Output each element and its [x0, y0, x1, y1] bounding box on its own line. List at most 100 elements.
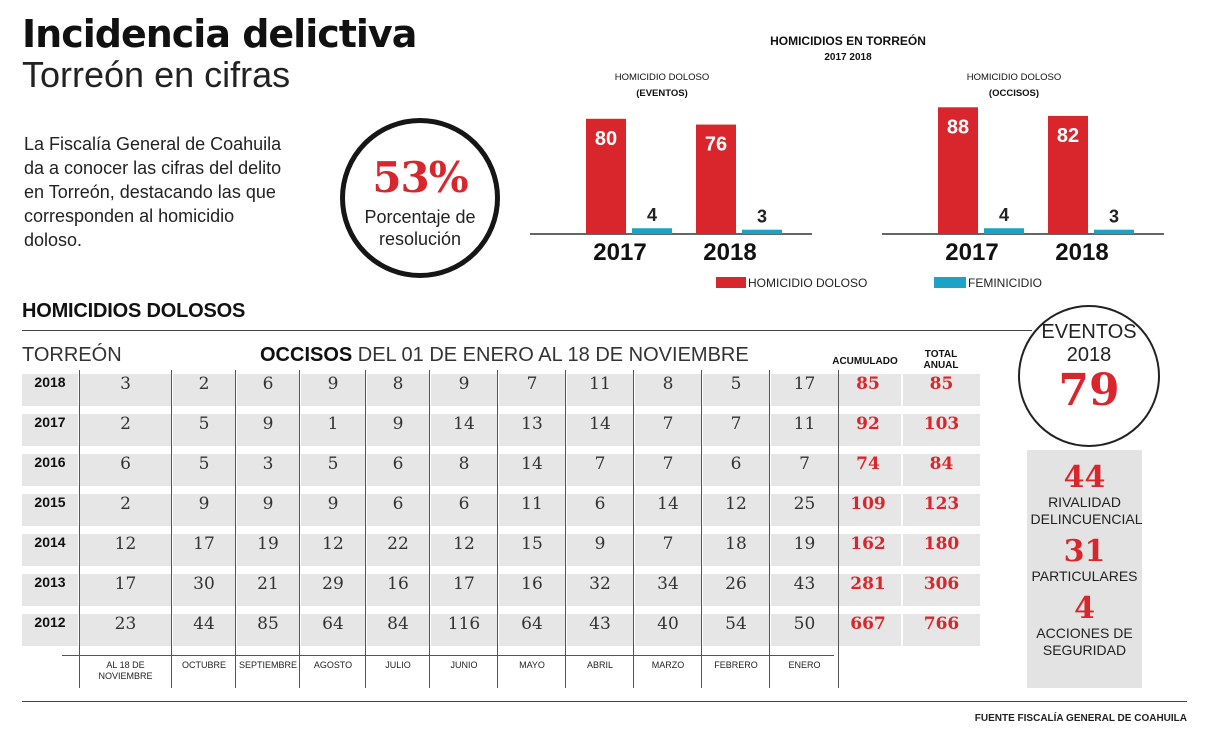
bar-feminicidio — [742, 229, 782, 234]
breakdown-value: 31 — [1063, 534, 1106, 569]
month-cell: 7 — [771, 454, 838, 486]
month-cell: 11 — [771, 414, 838, 446]
month-cell: 34 — [635, 574, 701, 606]
month-cell: 5 — [301, 454, 365, 486]
bar-value-label: 76 — [705, 134, 727, 156]
month-cell: 43 — [567, 614, 633, 646]
month-cell: 18 — [703, 534, 769, 566]
month-cell: 2 — [173, 374, 235, 406]
month-label: FEBRERO — [714, 660, 758, 670]
total-anual-cell: 84 — [903, 454, 980, 486]
month-label: ENERO — [788, 660, 821, 670]
row-year: 2017 — [22, 414, 78, 446]
month-cell: 3 — [80, 374, 171, 406]
month-cell: 6 — [431, 494, 497, 526]
month-cell: 14 — [635, 494, 701, 526]
month-cell: 43 — [771, 574, 838, 606]
month-cell: 14 — [431, 414, 497, 446]
table-title: HOMICIDIOS DOLOSOS — [22, 300, 246, 322]
chart-title: HOMICIDIOS EN TORREÓN — [770, 33, 926, 48]
month-cell: 5 — [173, 454, 235, 486]
month-cell: 13 — [499, 414, 565, 446]
bar-feminicidio — [632, 228, 672, 234]
month-cell: 5 — [703, 374, 769, 406]
month-cell: 8 — [635, 374, 701, 406]
month-cell: 7 — [499, 374, 565, 406]
column-divider — [365, 370, 366, 688]
month-cell: 26 — [703, 574, 769, 606]
eventos-value: 79 — [1058, 365, 1120, 416]
month-cell: 8 — [367, 374, 429, 406]
month-cell: 19 — [237, 534, 299, 566]
month-cell: 9 — [301, 494, 365, 526]
page-title: Incidencia delictiva — [22, 12, 417, 56]
month-cell: 16 — [367, 574, 429, 606]
month-cell: 5 — [173, 414, 235, 446]
resolution-value: 53% — [372, 153, 468, 202]
bar-value-label: 80 — [595, 128, 617, 150]
bar-feminicidio — [984, 228, 1024, 234]
eventos-circle: EVENTOS 2018 79 — [1018, 305, 1160, 447]
month-cell: 11 — [499, 494, 565, 526]
resolution-label: Porcentaje de resolución — [364, 207, 476, 249]
month-label: JULIO — [385, 660, 411, 670]
column-divider — [838, 370, 839, 688]
table-row: 2017 2 5 9 1 9 14 13 14 7 7 11 92 103 — [22, 414, 980, 446]
bar-value-label: 4 — [999, 205, 1009, 225]
bar-homicidio-doloso — [1048, 115, 1088, 234]
month-label: AL 18 DE NOVIEMBRE — [98, 660, 153, 681]
month-cell: 7 — [567, 454, 633, 486]
month-cell: 29 — [301, 574, 365, 606]
month-cell: 64 — [499, 614, 565, 646]
table-row: 2018 3 2 6 9 8 9 7 11 8 5 17 85 85 — [22, 374, 980, 406]
month-cell: 6 — [80, 454, 171, 486]
month-cell: 54 — [703, 614, 769, 646]
total-anual-cell: 180 — [903, 534, 980, 566]
acumulado-cell: 92 — [835, 414, 901, 446]
panel-subtitle: (EVENTOS) — [636, 88, 688, 99]
month-cell: 21 — [237, 574, 299, 606]
row-year: 2014 — [22, 534, 78, 566]
month-cell: 2 — [80, 494, 171, 526]
month-cell: 40 — [635, 614, 701, 646]
month-cell: 17 — [80, 574, 171, 606]
column-divider — [701, 370, 702, 688]
month-cell: 15 — [499, 534, 565, 566]
month-axis-line — [62, 655, 834, 656]
breakdown-label: RIVALIDAD DELINCUENCIAL — [1030, 494, 1143, 527]
month-cell: 23 — [80, 614, 171, 646]
bar-homicidio-doloso — [938, 107, 978, 234]
month-label: MAYO — [519, 660, 545, 670]
month-cell: 6 — [567, 494, 633, 526]
month-label: SEPTIEMBRE — [238, 660, 297, 670]
panel-subtitle: (OCCISOS) — [989, 88, 1039, 99]
column-divider — [565, 370, 566, 688]
table-row: 2016 6 5 3 5 6 8 14 7 7 6 7 74 84 — [22, 454, 980, 486]
month-cell: 6 — [367, 494, 429, 526]
bar-value-label: 82 — [1057, 125, 1079, 147]
column-divider — [633, 370, 634, 688]
total-anual-cell: 766 — [903, 614, 980, 646]
bar-value-label: 3 — [757, 207, 767, 227]
column-divider — [235, 370, 236, 688]
month-cell: 85 — [237, 614, 299, 646]
bar-homicidio-doloso — [696, 124, 736, 234]
chart-subtitle: 2017 2018 — [824, 52, 872, 63]
month-cell: 64 — [301, 614, 365, 646]
month-cell: 9 — [367, 414, 429, 446]
month-cell: 17 — [173, 534, 235, 566]
month-cell: 7 — [635, 414, 701, 446]
total-anual-cell: 123 — [903, 494, 980, 526]
section-divider — [22, 330, 1032, 331]
month-label: JUNIO — [450, 660, 478, 670]
x-tick-label: 2017 — [593, 239, 646, 266]
acumulado-cell: 109 — [835, 494, 901, 526]
resolution-circle: 53% Porcentaje de resolución — [340, 118, 500, 278]
month-cell: 12 — [431, 534, 497, 566]
month-cell: 12 — [301, 534, 365, 566]
table-row: 2013 17 30 21 29 16 17 16 32 34 26 43 281 306 — [22, 574, 980, 606]
x-tick-label: 2017 — [945, 239, 998, 266]
homicide-bar-charts: HOMICIDIOS EN TORREÓN 2017 2018 HOMICIDIO … — [530, 33, 1164, 290]
month-cell: 9 — [431, 374, 497, 406]
month-label: ABRIL — [586, 660, 613, 670]
